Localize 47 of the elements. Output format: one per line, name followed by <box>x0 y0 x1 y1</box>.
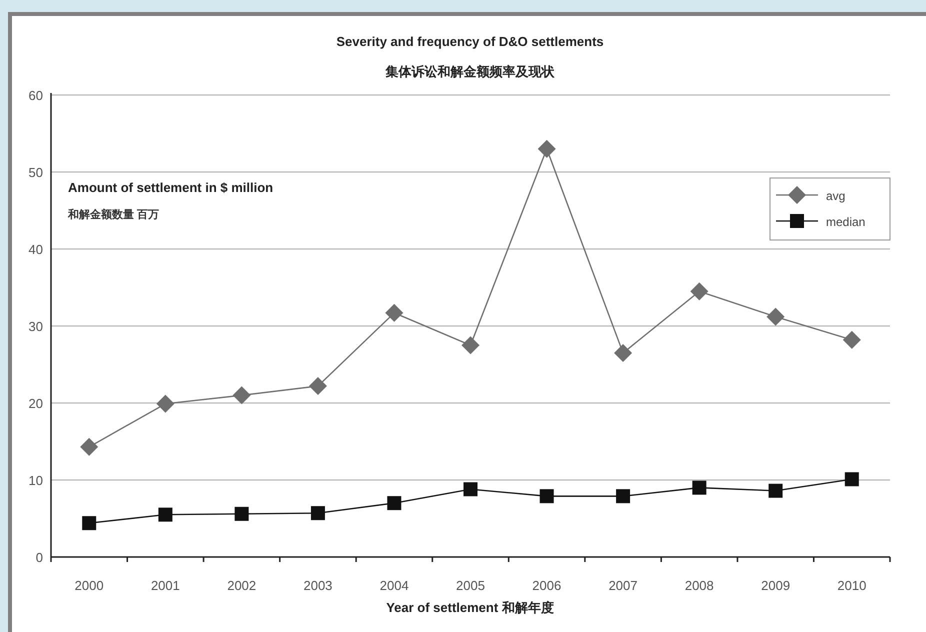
point <box>614 344 632 362</box>
point <box>538 140 556 158</box>
y-tick-label: 30 <box>28 319 43 334</box>
point <box>80 438 98 456</box>
annotation: 和解金额数量 百万 <box>67 208 160 221</box>
point <box>690 282 708 300</box>
y-tick-label: 0 <box>36 550 43 565</box>
legend-label: median <box>826 215 866 229</box>
point <box>308 377 327 396</box>
point <box>387 496 402 510</box>
chart-title: Severity and frequency of D&O settlements <box>336 34 604 49</box>
point <box>158 508 172 522</box>
point <box>232 386 251 404</box>
point <box>234 506 249 521</box>
y-tick-label: 50 <box>28 165 43 180</box>
legend-label: avg <box>826 189 846 203</box>
x-axis-title: Year of settlement 和解年度 <box>386 600 554 615</box>
x-tick-label: 2009 <box>761 578 790 593</box>
point <box>844 472 859 486</box>
x-tick-label: 2008 <box>684 578 714 593</box>
y-tick-label: 10 <box>28 473 43 488</box>
x-tick-label: 2010 <box>837 578 866 593</box>
x-tick-label: 2003 <box>303 578 332 593</box>
x-tick-label: 2000 <box>74 578 104 593</box>
point <box>385 304 404 322</box>
point <box>82 516 96 530</box>
x-tick-label: 2005 <box>456 578 485 593</box>
point <box>464 482 478 496</box>
point <box>692 480 706 495</box>
chart-subtitle: 集体诉讼和解金额频率及现状 <box>384 64 556 79</box>
x-tick-label: 2002 <box>227 578 256 593</box>
point <box>616 489 630 504</box>
x-tick-label: 2007 <box>608 578 638 593</box>
point <box>842 330 861 349</box>
point <box>156 394 174 413</box>
point <box>768 484 783 498</box>
y-tick-label: 20 <box>28 396 43 411</box>
point <box>310 506 325 520</box>
point <box>766 308 785 326</box>
y-tick-label: 40 <box>28 242 43 257</box>
point <box>462 336 480 354</box>
x-tick-label: 2006 <box>532 578 562 593</box>
y-tick-label: 60 <box>28 88 43 103</box>
y-axis-title: Amount of settlement in $ million <box>68 180 274 195</box>
x-tick-label: 2001 <box>150 578 180 593</box>
x-tick-label: 2004 <box>380 578 409 593</box>
point <box>540 489 554 504</box>
